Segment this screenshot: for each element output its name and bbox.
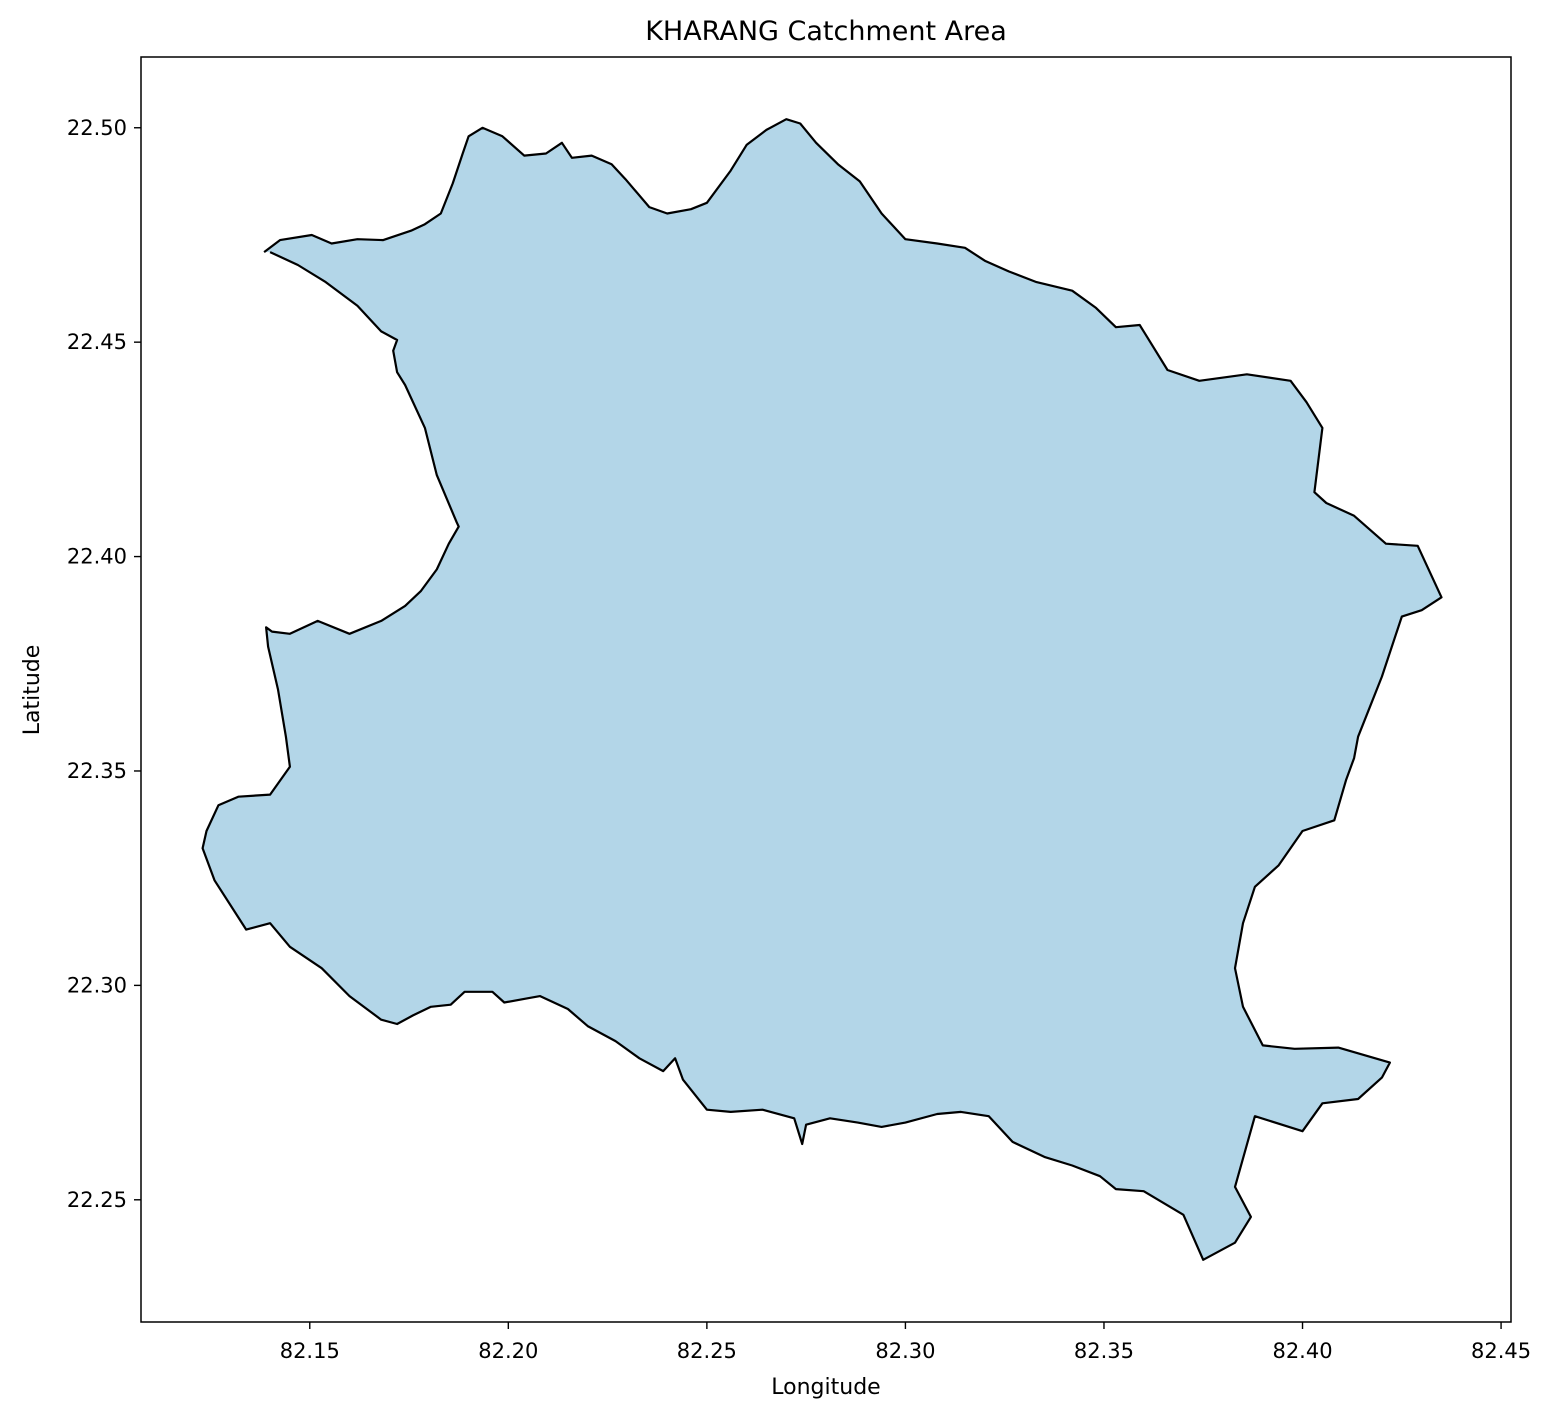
- y-axis-title: Latitude: [20, 645, 45, 736]
- x-tick-label: 82.25: [677, 1339, 737, 1363]
- x-tick-label: 82.15: [280, 1339, 340, 1363]
- x-tick-label: 82.30: [875, 1339, 935, 1363]
- y-tick-label: 22.50: [67, 116, 127, 140]
- y-tick-label: 22.25: [67, 1188, 127, 1212]
- y-axis-ticks: 22.25 22.30 22.35 22.40 22.45 22.50: [67, 116, 141, 1212]
- plot-area-frame: [140, 56, 1512, 1323]
- x-tick-label: 82.40: [1272, 1339, 1332, 1363]
- y-tick-label: 22.40: [67, 545, 127, 569]
- chart-title: KHARANG Catchment Area: [645, 16, 1007, 47]
- y-tick-label: 22.35: [67, 759, 127, 783]
- catchment-boundary-polygon: [201, 118, 1443, 1261]
- x-tick-label: 82.20: [478, 1339, 538, 1363]
- x-axis-ticks: 82.15 82.20 82.25 82.30 82.35 82.40 82.45: [280, 1322, 1531, 1363]
- y-tick-label: 22.30: [67, 973, 127, 997]
- y-tick-label: 22.45: [67, 330, 127, 354]
- x-axis-title: Longitude: [771, 1375, 880, 1400]
- x-tick-label: 82.45: [1471, 1339, 1531, 1363]
- x-tick-label: 82.35: [1074, 1339, 1134, 1363]
